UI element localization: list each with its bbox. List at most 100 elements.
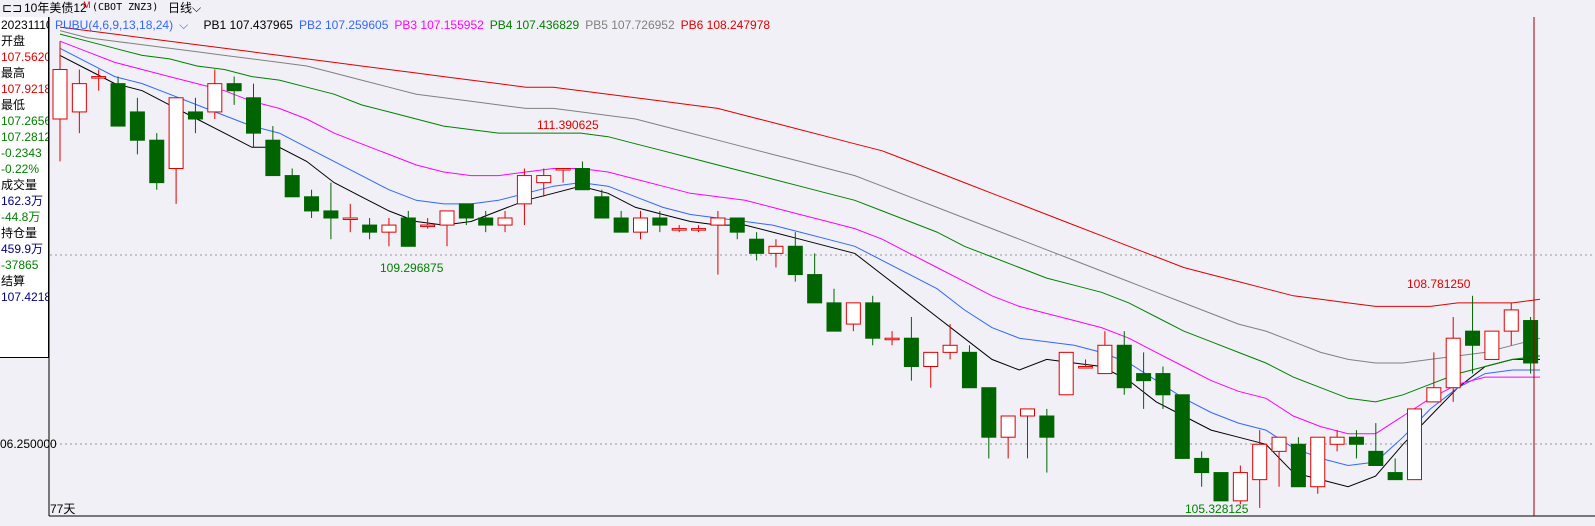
candle-up bbox=[1329, 436, 1345, 445]
candle-down bbox=[903, 337, 919, 368]
candle-down bbox=[246, 97, 261, 134]
candle-down bbox=[807, 274, 823, 304]
period-selector[interactable]: 日线⌵ bbox=[168, 0, 201, 16]
annotation-low-1: 109.296875 bbox=[380, 261, 444, 275]
candle-up bbox=[439, 210, 455, 226]
indicator-line-5: PB5 107.726952 bbox=[585, 18, 675, 32]
candle-down bbox=[961, 351, 977, 389]
settle-value: 107.4218 bbox=[1, 290, 49, 304]
oi-value: 459.9万 bbox=[1, 242, 44, 256]
period-label: 日线 bbox=[168, 1, 193, 15]
indicator-name-text: PUBU(4,6,9,13,18,24) bbox=[55, 18, 174, 32]
candle-down bbox=[1387, 472, 1403, 481]
candle-down bbox=[1116, 344, 1132, 389]
candle-down bbox=[1155, 373, 1171, 396]
settle-label: 结算 bbox=[1, 274, 26, 288]
candle-up bbox=[1097, 344, 1113, 375]
high-label: 最高 bbox=[1, 66, 26, 80]
candle-down bbox=[1039, 415, 1055, 438]
candle-up bbox=[768, 245, 784, 254]
candle-up bbox=[1407, 408, 1422, 481]
candle-down bbox=[1348, 436, 1364, 445]
candle-up bbox=[1058, 351, 1074, 396]
annotation-high-1: 111.390625 bbox=[537, 118, 599, 132]
low-label: 最低 bbox=[1, 98, 26, 112]
candle-down bbox=[458, 203, 474, 219]
candle-up bbox=[420, 224, 436, 228]
candle-down bbox=[1290, 443, 1306, 488]
candle-down bbox=[362, 224, 378, 233]
candle-down bbox=[826, 302, 842, 332]
price-level-label: 06.250000 bbox=[0, 437, 57, 451]
candle-down bbox=[729, 217, 745, 233]
info-date: 20231110 bbox=[1, 18, 49, 32]
candle-up bbox=[1271, 436, 1287, 452]
open-label: 开盘 bbox=[1, 34, 26, 48]
indicator-legend: PUBU(4,6,9,13,18,24) ⌵ PB1 107.437965 PB2 … bbox=[55, 17, 782, 33]
candle-up bbox=[671, 228, 687, 231]
candle-down bbox=[1194, 457, 1210, 474]
high-value: 107.9218 bbox=[1, 82, 49, 96]
candle-up bbox=[497, 217, 513, 226]
candle-down bbox=[787, 245, 803, 276]
candle-down bbox=[149, 139, 165, 184]
candle-up bbox=[1445, 337, 1461, 389]
candle-up bbox=[845, 302, 861, 325]
indicator-line-6: PB6 108.247978 bbox=[680, 18, 771, 32]
series-line-pb3 bbox=[59, 40, 1540, 435]
candle-up bbox=[1078, 366, 1094, 369]
annotation-low-2: 105.328125 bbox=[1185, 502, 1249, 516]
change-pct-value: -0.22% bbox=[1, 162, 40, 176]
days-count-label: 77天 bbox=[50, 502, 76, 516]
candle-down bbox=[187, 111, 203, 120]
candle-down bbox=[652, 217, 668, 226]
candle-up bbox=[71, 83, 87, 113]
instrument-name: 10年美债12 bbox=[24, 1, 87, 15]
oi-label: 持仓量 bbox=[1, 226, 38, 240]
candle-up bbox=[516, 175, 532, 205]
candle-down bbox=[284, 175, 300, 198]
series-line-pb5 bbox=[59, 30, 1541, 364]
candle-down bbox=[226, 83, 242, 92]
candle-down bbox=[1368, 450, 1384, 467]
volume-change-value: -44.8万 bbox=[1, 210, 41, 224]
candle-down bbox=[304, 196, 320, 212]
main-contract-marker: M bbox=[83, 0, 91, 10]
candle-down bbox=[865, 302, 881, 339]
candle-down bbox=[323, 210, 339, 219]
candle-down bbox=[574, 168, 590, 191]
candle-up bbox=[884, 337, 900, 341]
info-panel: 20231110 开盘 107.5620 最高 107.9218 最低 107.… bbox=[0, 17, 49, 358]
title-bar: ⊏⊐ 10年美债12 M (CBOT ZNZ3) 日线⌵ bbox=[0, 0, 1595, 16]
candle-down bbox=[613, 217, 629, 233]
candle-up bbox=[52, 69, 68, 120]
candle-down bbox=[1465, 330, 1481, 346]
candle-up bbox=[536, 175, 552, 184]
series-line-pb4 bbox=[59, 33, 1541, 403]
candle-down bbox=[981, 387, 997, 438]
candle-down bbox=[1136, 373, 1152, 382]
change-value: -0.2343 bbox=[1, 146, 42, 160]
instrument-code: (CBOT ZNZ3) bbox=[92, 2, 159, 13]
indicator-line-2: PB2 107.259605 bbox=[298, 18, 389, 32]
candle-up bbox=[555, 168, 571, 171]
oi-change-value: -37865 bbox=[1, 258, 39, 272]
candle-down bbox=[400, 217, 416, 247]
indicator-line-1: PB1 107.437965 bbox=[203, 18, 293, 32]
candle-down bbox=[1174, 394, 1190, 459]
candle-up bbox=[1426, 387, 1442, 403]
candle-up bbox=[1000, 415, 1016, 438]
candle-up bbox=[633, 217, 648, 233]
series-line-pb6 bbox=[59, 26, 1541, 307]
indicator-name[interactable]: PUBU(4,6,9,13,18,24) ⌵ bbox=[55, 18, 194, 32]
indicator-line-3: PB3 107.155952 bbox=[394, 18, 484, 32]
candle-up bbox=[710, 217, 726, 226]
candle-up bbox=[1232, 472, 1248, 502]
link-icon[interactable]: ⊏⊐ bbox=[2, 1, 23, 15]
volume-label: 成交量 bbox=[1, 178, 38, 192]
candle-down bbox=[129, 111, 145, 141]
candle-up bbox=[1252, 443, 1268, 481]
candle-up bbox=[91, 76, 107, 79]
candle-down bbox=[749, 238, 765, 254]
